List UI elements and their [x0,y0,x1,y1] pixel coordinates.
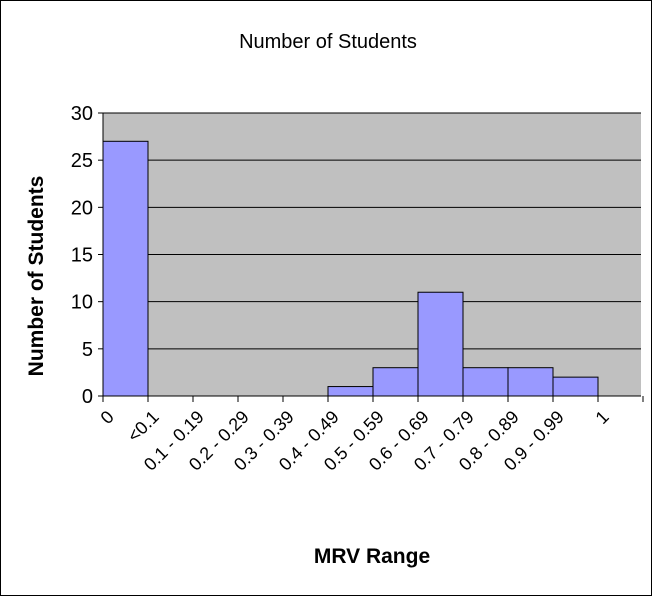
y-tick-label-5: 5 [82,339,93,361]
bar-0 [102,140,149,397]
x-axis-ticks: 0 <0.10.1 - 0.190.2 - 0.290.3 - 0.390.4 -… [97,396,644,475]
y-tick-label-10: 10 [71,292,93,314]
bar-7 [417,291,464,397]
y-tick-label-25: 25 [71,150,93,172]
bar-10 [552,376,599,397]
bar-9 [507,367,554,397]
bar-5 [327,386,374,397]
y-tick-label-15: 15 [71,245,93,267]
x-tick-label-1: <0.1 [124,407,163,446]
y-axis-ticks: 0 5 10 15 20 25 30 [71,103,103,408]
y-tick-label-30: 30 [71,103,93,125]
bars [102,140,599,397]
y-tick-label-20: 20 [71,197,93,219]
x-tick-label-11: 1 [592,407,613,428]
x-axis-title: MRV Range [314,545,430,568]
gridlines [103,112,641,350]
y-axis-title: Number of Students [25,176,48,377]
bar-8 [462,367,509,397]
chart-title: Number of Students [239,31,417,53]
y-tick-label-0: 0 [82,386,93,408]
bar-6 [372,367,419,397]
x-tick-label-0: 0 [97,407,118,428]
